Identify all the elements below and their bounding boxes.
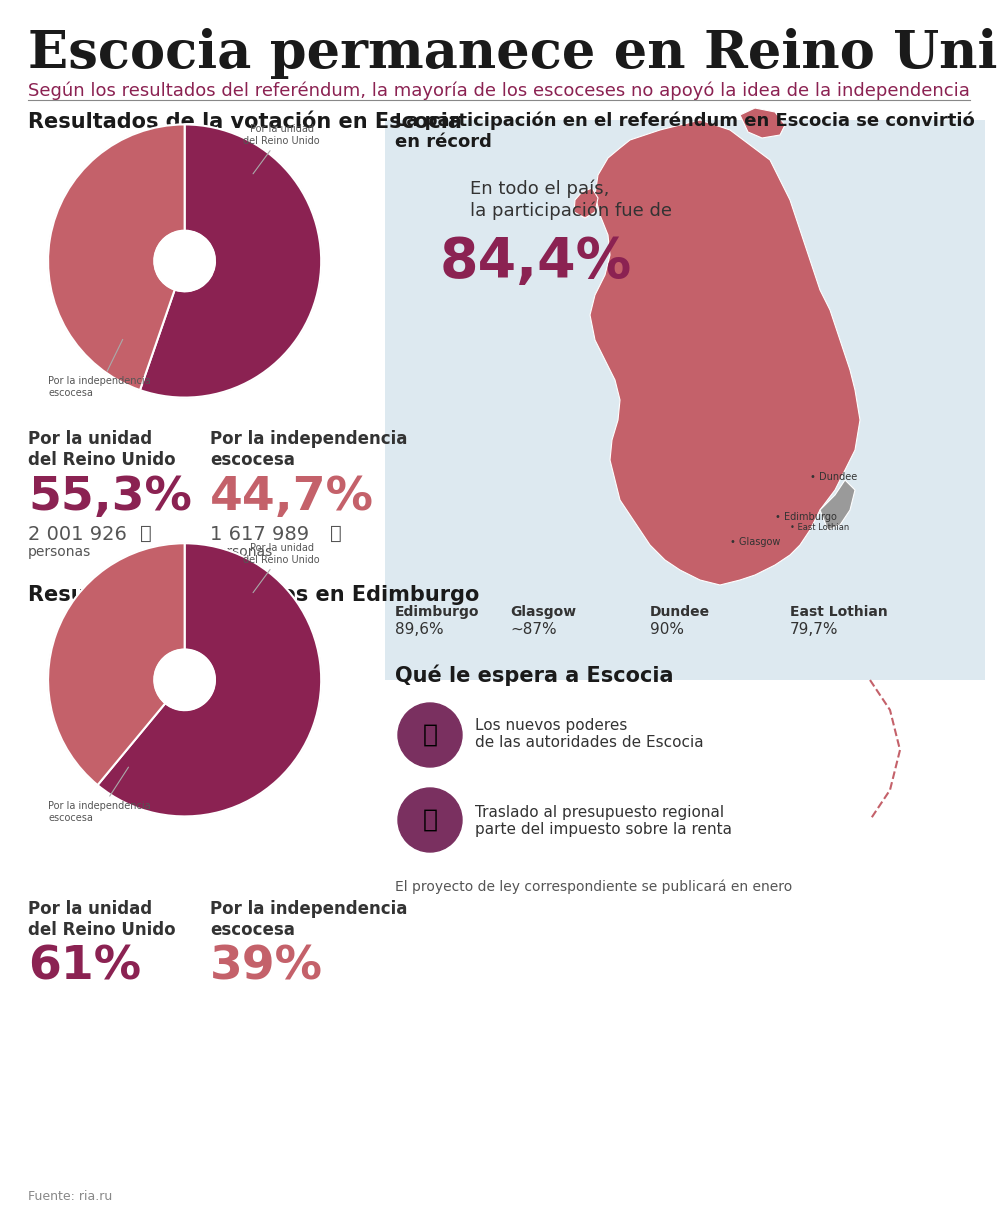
Circle shape	[398, 703, 462, 767]
Wedge shape	[48, 124, 185, 390]
Text: Glasgow: Glasgow	[510, 605, 576, 619]
Text: Los nuevos poderes
de las autoridades de Escocia: Los nuevos poderes de las autoridades de…	[475, 717, 704, 750]
Text: Por la independencia
escocesa: Por la independencia escocesa	[210, 900, 407, 938]
Text: En todo el país,
la participación fue de: En todo el país, la participación fue de	[470, 180, 672, 220]
Circle shape	[48, 544, 321, 816]
Text: 2 001 926: 2 001 926	[28, 524, 127, 544]
Text: 84,4%: 84,4%	[440, 236, 633, 289]
Text: Resultados de la votación en Escocia: Resultados de la votación en Escocia	[28, 112, 462, 132]
Text: Por la independencia
escocesa: Por la independencia escocesa	[48, 767, 151, 823]
Text: 61%: 61%	[28, 944, 141, 989]
Text: personas: personas	[28, 545, 91, 558]
Polygon shape	[740, 108, 785, 138]
Text: Por la independencia
escocesa: Por la independencia escocesa	[210, 430, 407, 469]
Text: Por la unidad
del Reino Unido: Por la unidad del Reino Unido	[244, 543, 320, 592]
Text: Escocia permanece en Reino Unido: Escocia permanece en Reino Unido	[28, 28, 998, 79]
Circle shape	[155, 231, 215, 291]
Text: 79,7%: 79,7%	[790, 622, 838, 637]
Circle shape	[155, 649, 215, 710]
Wedge shape	[140, 124, 321, 397]
Text: 👤: 👤	[140, 524, 152, 543]
Text: El proyecto de ley correspondiente se publicará en enero: El proyecto de ley correspondiente se pu…	[395, 880, 792, 895]
FancyBboxPatch shape	[385, 120, 985, 680]
Text: Por la independencia
escocesa: Por la independencia escocesa	[48, 340, 151, 398]
Polygon shape	[574, 188, 598, 219]
Wedge shape	[98, 544, 321, 816]
Text: 44,7%: 44,7%	[210, 475, 374, 520]
Text: Edimburgo: Edimburgo	[395, 605, 479, 619]
Text: personas: personas	[210, 545, 273, 558]
Text: 👤: 👤	[330, 524, 341, 543]
Text: Resultados de los votos en Edimburgo: Resultados de los votos en Edimburgo	[28, 585, 479, 605]
Text: Por la unidad
del Reino Unido: Por la unidad del Reino Unido	[28, 900, 176, 938]
Text: 39%: 39%	[210, 944, 323, 989]
Text: Qué le espera a Escocia: Qué le espera a Escocia	[395, 665, 674, 686]
Text: Dundee: Dundee	[650, 605, 711, 619]
Text: • Edimburgo: • Edimburgo	[775, 512, 837, 522]
Text: • East Lothian: • East Lothian	[790, 523, 849, 532]
Text: • Dundee: • Dundee	[810, 472, 857, 482]
Polygon shape	[590, 120, 860, 585]
Text: 55,3%: 55,3%	[28, 475, 192, 520]
Text: 📋: 📋	[422, 724, 437, 747]
Text: 90%: 90%	[650, 622, 684, 637]
Circle shape	[398, 788, 462, 852]
Text: 89,6%: 89,6%	[395, 622, 444, 637]
Text: • Glasgow: • Glasgow	[730, 537, 780, 548]
Circle shape	[48, 124, 321, 398]
Text: 1 617 989: 1 617 989	[210, 524, 309, 544]
Text: Según los resultados del referéndum, la mayoría de los escoceses no apoyó la ide: Según los resultados del referéndum, la …	[28, 83, 970, 101]
Polygon shape	[820, 480, 855, 531]
Text: ~87%: ~87%	[510, 622, 557, 637]
Text: Traslado al presupuesto regional
parte del impuesto sobre la renta: Traslado al presupuesto regional parte d…	[475, 805, 732, 838]
Wedge shape	[48, 544, 185, 785]
Text: Por la unidad
del Reino Unido: Por la unidad del Reino Unido	[244, 124, 320, 174]
Text: 💲: 💲	[422, 809, 437, 832]
Text: East Lothian: East Lothian	[790, 605, 888, 619]
Text: Fuente: ria.ru: Fuente: ria.ru	[28, 1190, 112, 1203]
Text: Por la unidad
del Reino Unido: Por la unidad del Reino Unido	[28, 430, 176, 469]
Text: La participación en el referéndum en Escocia se convirtió en récord: La participación en el referéndum en Esc…	[395, 112, 975, 152]
